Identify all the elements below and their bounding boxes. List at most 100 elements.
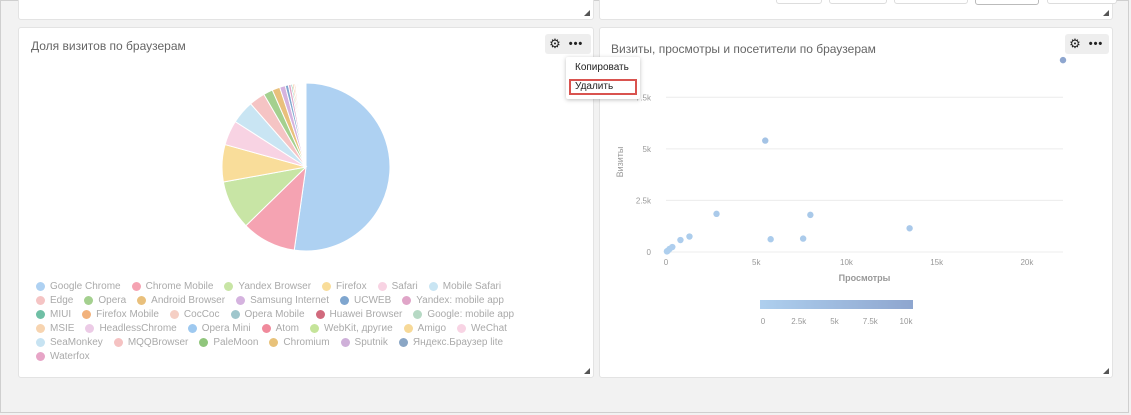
legend-label: Google: mobile app — [427, 308, 515, 320]
resize-handle[interactable] — [1103, 368, 1109, 374]
legend-color-dot — [322, 281, 332, 291]
pie-legend: Google Chrome Chrome Mobile Yandex Browser… — [36, 279, 566, 363]
legend-label: Yandex Browser — [238, 280, 312, 292]
gear-icon[interactable]: ⚙ — [1069, 36, 1081, 51]
legend-label: SeaMonkey — [50, 336, 103, 348]
legend-label: MSIE — [50, 322, 75, 334]
legend-label: Mobile Safari — [442, 280, 502, 292]
legend-color-dot — [398, 337, 408, 347]
legend-color-dot — [236, 295, 246, 305]
legend-color-dot — [377, 281, 387, 291]
legend-item[interactable]: Atom — [261, 322, 299, 334]
legend-item[interactable]: PaleMoon — [199, 337, 258, 348]
legend-label: Safari — [391, 280, 418, 292]
legend-item[interactable]: MQQBrowser — [113, 336, 189, 348]
menu-item-copy[interactable]: Копировать — [575, 62, 629, 73]
legend-item[interactable]: Chromium — [269, 336, 330, 348]
legend-color-dot — [36, 323, 45, 333]
legend-item[interactable]: Mobile Safari — [428, 280, 502, 292]
legend-label: Samsung Internet — [250, 294, 330, 306]
legend-label: Android Browser — [151, 294, 226, 306]
legend-item[interactable]: MIUI — [36, 309, 71, 320]
legend-color-dot — [187, 323, 197, 333]
top-toolbar-button[interactable] — [975, 0, 1039, 5]
legend-item[interactable]: Yandex: mobile app — [402, 295, 504, 306]
legend-item[interactable]: SeaMonkey — [36, 337, 103, 348]
legend-label: Sputnik — [354, 336, 388, 348]
legend-item[interactable]: CocCoc — [169, 309, 220, 320]
legend-color-dot — [269, 337, 279, 347]
legend-color-dot — [230, 309, 240, 319]
menu-highlight — [569, 79, 637, 95]
legend-item[interactable]: Amigo — [403, 323, 446, 334]
more-icon[interactable]: ••• — [1088, 38, 1104, 50]
legend-color-dot — [36, 295, 45, 305]
top-toolbar-button[interactable] — [776, 0, 822, 4]
legend-color-dot — [36, 309, 45, 319]
legend-label: MQQBrowser — [127, 336, 189, 348]
legend-label: HeadlessChrome — [99, 322, 177, 334]
widget-title: Доля визитов по браузерам — [31, 39, 186, 53]
legend-label: Firefox — [336, 280, 367, 292]
legend-row: Waterfox — [36, 349, 566, 363]
top-toolbar-button[interactable] — [1047, 0, 1117, 4]
legend-label: Huawei Browser — [329, 308, 403, 320]
gear-icon[interactable]: ⚙ — [549, 36, 561, 51]
legend-item[interactable]: Samsung Internet — [236, 295, 329, 306]
legend-item[interactable]: Opera Mini — [187, 322, 251, 334]
menu-item-delete[interactable]: Удалить — [575, 81, 614, 92]
legend-color-dot — [85, 323, 95, 333]
legend-color-dot — [413, 309, 423, 319]
legend-item[interactable]: Opera — [84, 295, 126, 306]
legend-item[interactable]: UCWEB — [340, 295, 391, 306]
legend-label: Atom — [275, 322, 299, 334]
legend-item[interactable]: HeadlessChrome — [85, 322, 177, 334]
legend-item[interactable]: Яндекс.Браузер lite — [398, 336, 504, 348]
legend-item[interactable]: Opera Mobile — [230, 309, 305, 320]
legend-color-dot — [261, 323, 271, 333]
legend-item[interactable]: Waterfox — [36, 351, 90, 362]
scatter-chart-widget: Визиты, просмотры и посетители по браузе… — [599, 27, 1113, 378]
legend-color-dot — [428, 281, 438, 291]
resize-handle[interactable] — [584, 10, 590, 16]
legend-color-dot — [403, 323, 413, 333]
resize-handle[interactable] — [584, 368, 590, 374]
legend-label: Opera Mini — [201, 322, 251, 334]
legend-item[interactable]: Firefox Mobile — [82, 309, 159, 320]
legend-label: Chromium — [283, 336, 330, 348]
legend-item[interactable]: Safari — [377, 280, 418, 292]
legend-item[interactable]: Sputnik — [340, 336, 388, 348]
widget-controls: ⚙ ••• — [1065, 34, 1109, 54]
legend-color-dot — [169, 309, 179, 319]
legend-label: Яндекс.Браузер lite — [412, 336, 504, 348]
legend-color-dot — [315, 309, 325, 319]
legend-item[interactable]: Huawei Browser — [315, 308, 403, 320]
legend-label: WeChat — [471, 322, 507, 334]
legend-item[interactable]: Android Browser — [137, 295, 225, 306]
more-icon[interactable]: ••• — [568, 38, 584, 50]
legend-item[interactable]: Firefox — [322, 281, 367, 292]
resize-handle[interactable] — [1103, 10, 1109, 16]
legend-label: Google Chrome — [50, 280, 121, 292]
legend-item[interactable]: Google: mobile app — [413, 309, 514, 320]
top-toolbar-button[interactable] — [829, 0, 887, 4]
legend-color-dot — [457, 323, 467, 333]
legend-color-dot — [36, 337, 45, 347]
legend-item[interactable]: Yandex Browser — [224, 281, 311, 292]
previous-widget-left — [18, 0, 594, 20]
legend-color-dot — [113, 337, 123, 347]
legend-color-dot — [36, 281, 45, 291]
widget-controls: ⚙ ••• — [545, 34, 591, 54]
legend-item[interactable]: Chrome Mobile — [131, 281, 213, 292]
legend-item[interactable]: WeChat — [457, 323, 507, 334]
previous-widget-right — [599, 0, 1113, 20]
widget-title: Визиты, просмотры и посетители по браузе… — [611, 42, 876, 56]
legend-color-dot — [131, 281, 141, 291]
legend-item[interactable]: Google Chrome — [36, 281, 121, 292]
legend-item[interactable]: Edge — [36, 295, 73, 306]
legend-label: PaleMoon — [213, 336, 259, 348]
legend-item[interactable]: WebKit, другие — [309, 323, 393, 334]
top-toolbar-button[interactable] — [894, 0, 968, 4]
legend-color-dot — [224, 281, 234, 291]
legend-item[interactable]: MSIE — [36, 323, 74, 334]
